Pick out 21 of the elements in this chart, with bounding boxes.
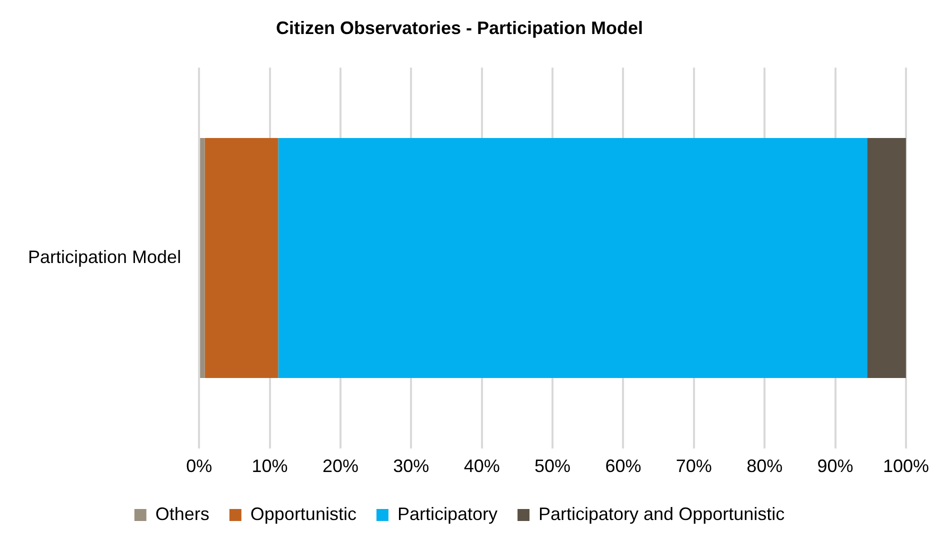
x-tick-label: 0% bbox=[186, 456, 212, 476]
x-tick-label: 90% bbox=[817, 456, 854, 476]
bar bbox=[204, 138, 278, 378]
legend-label: Participatory and Opportunistic bbox=[538, 504, 785, 524]
x-tick-label: 40% bbox=[464, 456, 500, 476]
x-tick-label: 60% bbox=[605, 456, 642, 476]
bar bbox=[278, 138, 868, 378]
x-tick-label: 100% bbox=[882, 456, 930, 476]
x-tick-label: 80% bbox=[746, 456, 783, 476]
x-tick-label: 10% bbox=[252, 456, 288, 476]
y-tick-label: Participation Model bbox=[28, 246, 182, 267]
x-tick-label: 30% bbox=[393, 456, 430, 476]
bar bbox=[200, 138, 205, 378]
legend-label: Opportunistic bbox=[250, 504, 356, 524]
x-tick-label: 50% bbox=[534, 456, 571, 476]
x-tick-label: 70% bbox=[676, 456, 712, 476]
legend-label: Others bbox=[155, 504, 210, 524]
x-tick-label: 20% bbox=[322, 456, 358, 476]
chart-title: Citizen Observatories - Participation Model bbox=[276, 18, 644, 38]
bar bbox=[867, 138, 906, 378]
legend-label: Participatory bbox=[397, 504, 498, 524]
